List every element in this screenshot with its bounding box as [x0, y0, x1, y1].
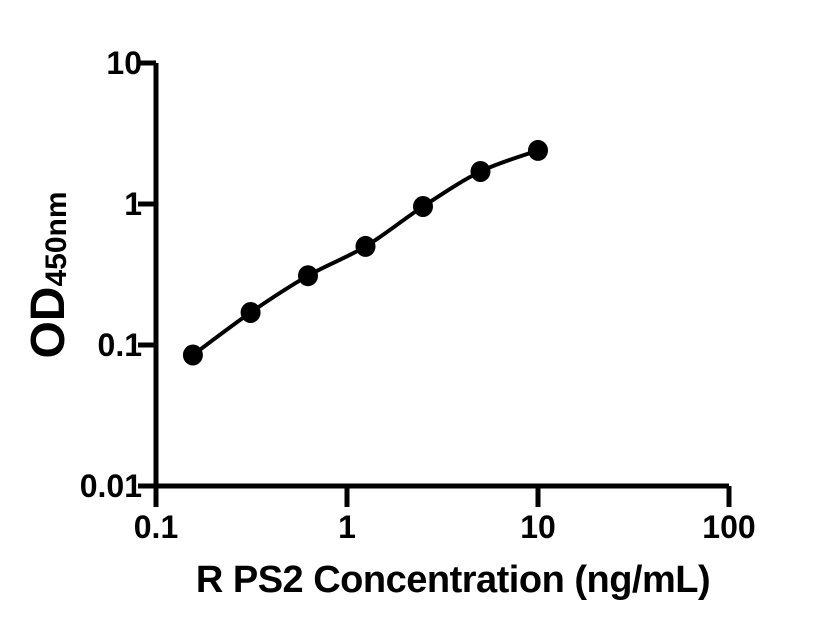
data-point: [240, 302, 261, 323]
axes-and-ticks: [138, 60, 732, 507]
y-tick-label: 1: [124, 186, 142, 222]
data-point: [528, 139, 548, 161]
y-axis-title-main: OD: [22, 286, 75, 359]
y-tick-label: 0.1: [97, 327, 142, 363]
x-tick-label: 10: [520, 509, 556, 545]
y-tick-label: 0.01: [79, 468, 142, 504]
x-tick-label: 100: [702, 509, 756, 545]
data-point: [298, 265, 318, 287]
data-point: [355, 235, 376, 257]
data-point: [182, 344, 203, 366]
data-point: [470, 161, 491, 182]
data-points: [182, 139, 548, 366]
y-axis-title: OD450nm: [22, 191, 75, 359]
x-tick-label: 1: [338, 509, 356, 545]
y-tick-label: 10: [106, 45, 142, 81]
y-axis-title-subscript: 450nm: [40, 191, 73, 287]
x-axis-title: R PS2 Concentration (ng/mL): [195, 559, 711, 601]
x-tick-label: 0.1: [133, 509, 179, 545]
data-point: [413, 196, 433, 217]
